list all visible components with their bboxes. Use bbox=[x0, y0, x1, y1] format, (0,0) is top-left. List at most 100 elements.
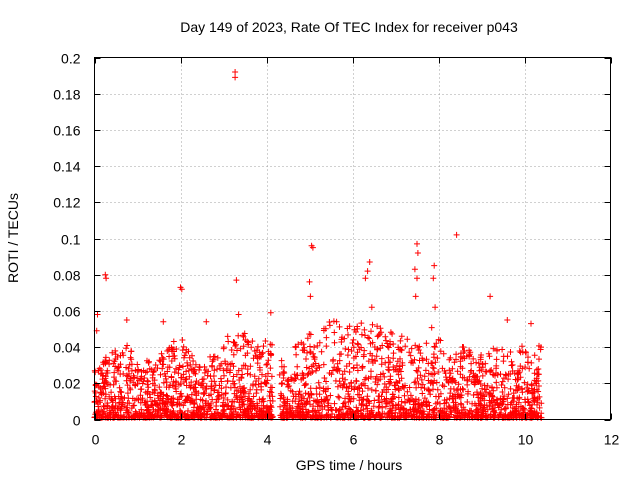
data-point bbox=[209, 396, 216, 403]
data-point bbox=[157, 371, 164, 378]
data-point bbox=[490, 408, 497, 415]
data-point bbox=[192, 381, 199, 388]
data-point bbox=[220, 367, 227, 374]
data-point bbox=[464, 377, 471, 384]
data-point bbox=[268, 351, 275, 358]
x-tick-label: 0 bbox=[92, 432, 100, 448]
x-tick-label: 2 bbox=[178, 432, 186, 448]
data-point bbox=[411, 356, 418, 363]
data-point bbox=[432, 304, 439, 311]
data-point bbox=[230, 380, 237, 387]
data-point bbox=[228, 402, 235, 409]
data-point bbox=[240, 411, 247, 417]
data-point bbox=[449, 365, 456, 372]
data-point bbox=[514, 371, 521, 378]
data-point bbox=[374, 333, 381, 340]
data-point bbox=[430, 275, 437, 282]
data-point bbox=[102, 373, 109, 380]
data-point bbox=[237, 345, 244, 352]
data-point bbox=[315, 379, 322, 386]
data-point bbox=[192, 361, 199, 368]
data-point bbox=[486, 397, 493, 404]
data-point bbox=[521, 396, 528, 403]
data-point bbox=[240, 332, 246, 339]
data-point bbox=[235, 367, 242, 374]
data-point bbox=[102, 354, 109, 361]
data-point bbox=[178, 374, 185, 381]
data-point bbox=[349, 340, 356, 346]
data-point bbox=[207, 373, 214, 380]
data-point bbox=[260, 343, 267, 350]
data-point bbox=[447, 370, 454, 377]
data-point bbox=[251, 373, 258, 380]
data-point bbox=[219, 410, 226, 417]
data-point bbox=[398, 347, 405, 353]
data-point bbox=[464, 390, 471, 397]
data-point bbox=[95, 394, 102, 401]
data-point bbox=[405, 412, 412, 419]
chart-title: Day 149 of 2023, Rate Of TEC Index for r… bbox=[180, 19, 518, 35]
data-point bbox=[240, 343, 247, 350]
data-point bbox=[479, 407, 486, 414]
data-point bbox=[356, 346, 363, 353]
data-point bbox=[164, 364, 171, 371]
data-point bbox=[531, 352, 538, 359]
x-tick-label: 10 bbox=[518, 432, 534, 448]
data-point bbox=[148, 366, 155, 373]
data-point bbox=[100, 359, 107, 366]
data-point bbox=[370, 412, 377, 419]
data-point bbox=[414, 275, 420, 282]
data-point bbox=[446, 367, 453, 374]
data-point bbox=[316, 339, 323, 346]
data-point bbox=[407, 406, 414, 413]
data-point bbox=[507, 349, 514, 355]
data-point bbox=[377, 345, 384, 352]
data-point bbox=[416, 410, 423, 417]
data-point bbox=[123, 317, 130, 323]
data-point bbox=[128, 356, 135, 363]
y-tick-label: 0.06 bbox=[53, 304, 80, 320]
data-point bbox=[123, 404, 130, 411]
data-point bbox=[392, 402, 399, 408]
data-point bbox=[492, 372, 498, 379]
data-point bbox=[501, 393, 508, 400]
data-point bbox=[489, 393, 496, 400]
data-point bbox=[265, 357, 272, 364]
data-point bbox=[525, 387, 532, 394]
data-point bbox=[259, 371, 265, 378]
data-point bbox=[433, 340, 440, 347]
data-point bbox=[310, 403, 317, 410]
data-point bbox=[210, 356, 217, 363]
data-point bbox=[460, 349, 467, 356]
data-point bbox=[538, 344, 544, 351]
data-point bbox=[339, 371, 346, 378]
data-point bbox=[238, 365, 245, 372]
data-point bbox=[452, 391, 458, 398]
data-point bbox=[254, 355, 261, 362]
data-point bbox=[299, 370, 306, 377]
x-tick-label: 12 bbox=[604, 432, 620, 448]
data-point bbox=[176, 401, 183, 408]
data-point bbox=[214, 354, 221, 361]
data-point bbox=[292, 344, 299, 351]
data-point bbox=[342, 345, 349, 352]
data-point bbox=[326, 319, 333, 325]
data-point bbox=[423, 356, 430, 363]
data-point bbox=[315, 407, 321, 414]
data-point bbox=[233, 341, 239, 348]
data-point bbox=[515, 383, 522, 390]
data-point bbox=[381, 381, 388, 387]
data-point bbox=[199, 380, 206, 387]
data-point bbox=[132, 413, 139, 420]
data-point bbox=[365, 375, 372, 382]
data-point bbox=[526, 402, 533, 409]
data-point bbox=[255, 375, 262, 382]
data-point bbox=[504, 317, 511, 323]
data-point bbox=[475, 394, 482, 401]
data-point bbox=[389, 330, 396, 337]
data-point bbox=[147, 394, 154, 401]
data-point bbox=[103, 275, 110, 282]
data-point bbox=[445, 378, 452, 385]
data-point bbox=[117, 371, 124, 378]
